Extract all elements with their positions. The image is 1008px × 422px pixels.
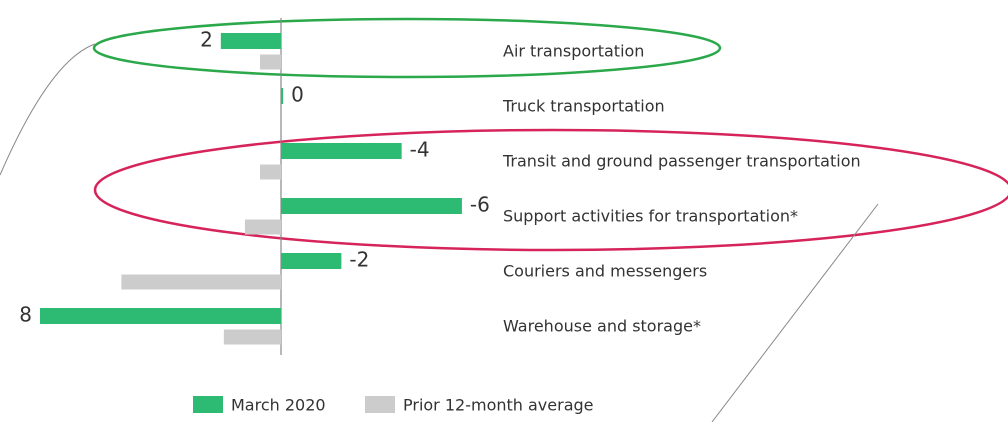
legend-swatch <box>193 396 223 413</box>
legend-label: Prior 12-month average <box>403 396 594 415</box>
category-label: Support activities for transportation* <box>503 207 798 226</box>
highlight-ellipse <box>92 17 722 79</box>
category-label: Couriers and messengers <box>503 262 707 281</box>
connector-line <box>711 203 879 422</box>
bar <box>244 219 282 235</box>
bar <box>223 329 282 345</box>
bar <box>260 164 282 180</box>
connector-line <box>0 43 96 176</box>
bar <box>281 253 342 269</box>
category-label: Warehouse and storage* <box>503 317 701 336</box>
bar <box>40 308 282 324</box>
value-label: -6 <box>470 193 490 217</box>
value-label: 2 <box>200 28 213 52</box>
bar <box>220 33 282 49</box>
bar <box>281 198 462 214</box>
value-label: -4 <box>410 138 430 162</box>
bar <box>121 274 282 290</box>
value-label: 8 <box>19 303 32 327</box>
bar <box>260 54 282 70</box>
category-label: Air transportation <box>503 42 644 61</box>
bar <box>281 143 402 159</box>
legend-swatch <box>365 396 395 413</box>
value-label: 0 <box>291 83 304 107</box>
highlight-ellipse <box>93 128 1008 252</box>
legend-label: March 2020 <box>231 396 326 415</box>
category-label: Truck transportation <box>502 97 665 116</box>
bar <box>281 88 284 104</box>
value-label: -2 <box>349 248 369 272</box>
category-label: Transit and ground passenger transportat… <box>502 152 861 171</box>
